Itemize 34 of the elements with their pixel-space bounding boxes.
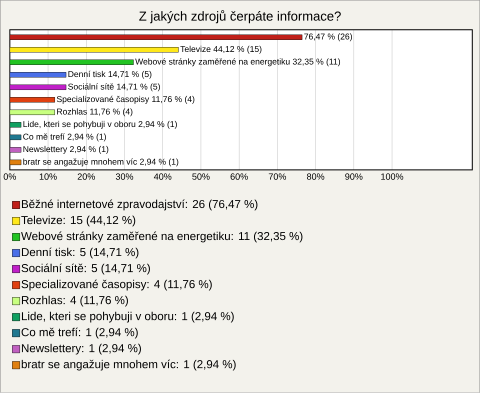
data-label: Specializované časopisy 11,76 % (4) bbox=[56, 96, 194, 104]
legend-label: Co mě trefí: 1 (2,94 %) bbox=[22, 328, 138, 339]
x-tick-label: 80% bbox=[306, 174, 324, 180]
data-label: Newslettery 2,94 % (1) bbox=[23, 146, 108, 154]
legend-label: bratr se angažuje mnohem víc: 1 (2,94 %) bbox=[22, 360, 236, 371]
data-label: bratr se angažuje mnohem víc 2,94 % (1) bbox=[23, 158, 178, 166]
x-tick-label: 20% bbox=[78, 174, 95, 180]
legend-label: Webové stránky zaměřené na energetiku: 11 (32,35 %) bbox=[21, 232, 302, 243]
legend-label: Sociální sítě: 5 (14,71 %) bbox=[22, 264, 150, 275]
data-label: 76,47 % (26) bbox=[304, 33, 352, 42]
data-label: Co mě trefí 2,94 % (1) bbox=[23, 133, 106, 142]
x-tick-label: 100% bbox=[381, 174, 404, 180]
legend-label: Rozhlas: 4 (11,76 %) bbox=[22, 296, 128, 307]
x-tick-label: 0% bbox=[4, 174, 16, 180]
x-tick-label: 60% bbox=[230, 174, 248, 180]
legend-label: Newslettery: 1 (2,94 %) bbox=[22, 344, 141, 355]
chart-title: Z jakých zdrojů čerpáte informace? bbox=[139, 10, 341, 24]
legend-label: Běžné internetové zpravodajství: 26 (76,47 %) bbox=[22, 200, 258, 211]
legend-label: Televize: 15 (44,12 %) bbox=[21, 216, 136, 227]
x-tick-label: 90% bbox=[345, 174, 363, 180]
x-tick-label: 40% bbox=[154, 174, 172, 180]
data-label: Televize 44,12 % (15) bbox=[180, 46, 262, 54]
data-label: Denní tisk 14,71 % (5) bbox=[68, 70, 152, 79]
legend-label: Denní tisk: 5 (14,71 %) bbox=[22, 248, 138, 259]
data-label: Webové stránky zaměřené na energetiku 32,35 % (11) bbox=[135, 58, 340, 66]
x-tick-label: 70% bbox=[268, 174, 286, 180]
x-tick-label: 50% bbox=[192, 174, 210, 180]
x-tick-label: 10% bbox=[40, 174, 57, 180]
legend-label: Specializované časopisy: 4 (11,76 %) bbox=[22, 280, 212, 291]
data-label: Sociální sítě 14,71 % (5) bbox=[68, 83, 160, 92]
legend-label: Lide, kteri se pohybuji v oboru: 1 (2,94 %) bbox=[22, 312, 234, 323]
x-tick-label: 30% bbox=[116, 174, 134, 180]
data-label: Lide, kteri se pohybuji v oboru 2,94 % (1) bbox=[23, 120, 177, 129]
data-label: Rozhlas 11,76 % (4) bbox=[57, 108, 132, 116]
